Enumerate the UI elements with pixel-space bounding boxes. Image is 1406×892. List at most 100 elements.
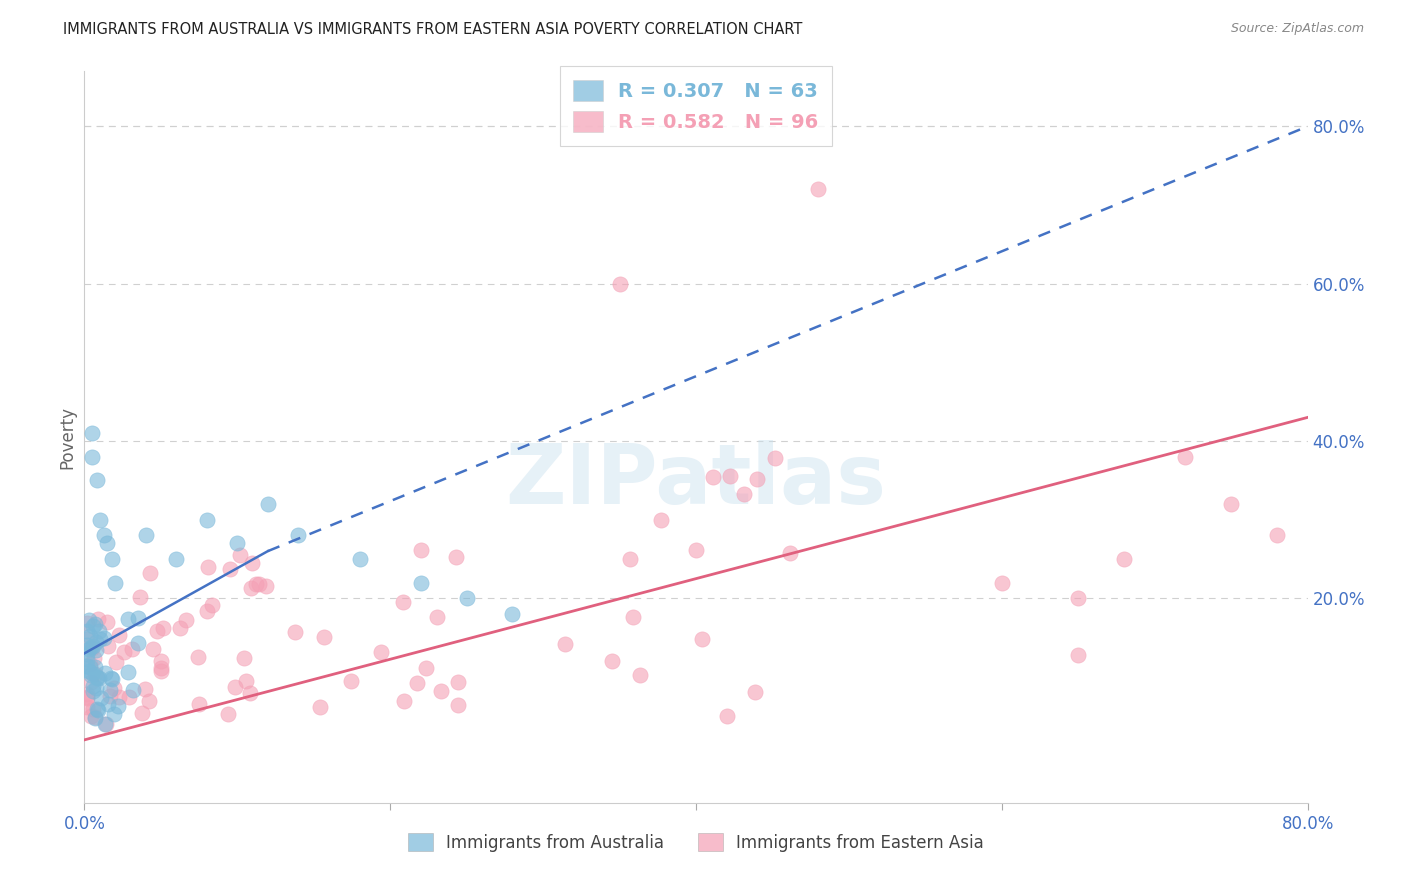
Point	[129, 590, 152, 604]
Point	[96, 536, 118, 550]
Point	[142, 641, 165, 656]
Point	[86, 473, 108, 487]
Point	[86, 702, 108, 716]
Point	[1114, 552, 1136, 566]
Point	[145, 624, 167, 639]
Point	[240, 556, 263, 570]
Point	[232, 650, 254, 665]
Point	[149, 661, 172, 675]
Point	[107, 690, 129, 704]
Point	[619, 551, 641, 566]
Text: Source: ZipAtlas.com: Source: ZipAtlas.com	[1230, 22, 1364, 36]
Point	[76, 638, 98, 652]
Point	[77, 613, 100, 627]
Point	[991, 575, 1014, 590]
Point	[621, 610, 644, 624]
Point	[101, 672, 124, 686]
Point	[444, 550, 467, 565]
Point	[98, 683, 121, 698]
Point	[121, 642, 143, 657]
Point	[84, 635, 107, 649]
Point	[187, 650, 209, 665]
Point	[139, 566, 162, 580]
Point	[685, 542, 707, 557]
Point	[118, 690, 141, 705]
Point	[107, 698, 129, 713]
Point	[94, 717, 117, 731]
Point	[82, 702, 104, 716]
Point	[135, 528, 157, 542]
Point	[394, 694, 416, 708]
Text: IMMIGRANTS FROM AUSTRALIA VS IMMIGRANTS FROM EASTERN ASIA POVERTY CORRELATION CH: IMMIGRANTS FROM AUSTRALIA VS IMMIGRANTS …	[63, 22, 803, 37]
Point	[201, 598, 224, 612]
Point	[628, 667, 651, 681]
Point	[226, 536, 249, 550]
Point	[80, 675, 103, 690]
Point	[84, 643, 107, 657]
Point	[650, 513, 672, 527]
Point	[80, 426, 103, 441]
Point	[502, 607, 524, 621]
Point	[405, 676, 427, 690]
Point	[217, 707, 239, 722]
Point	[77, 664, 100, 678]
Point	[93, 632, 115, 646]
Point	[370, 644, 392, 658]
Point	[409, 575, 432, 590]
Point	[76, 687, 98, 701]
Point	[239, 581, 262, 595]
Point	[763, 450, 786, 465]
Point	[82, 619, 104, 633]
Point	[76, 615, 98, 630]
Point	[79, 657, 101, 671]
Point	[127, 611, 149, 625]
Point	[103, 706, 125, 721]
Point	[554, 636, 576, 650]
Point	[195, 604, 218, 618]
Point	[94, 717, 117, 731]
Point	[245, 577, 267, 591]
Point	[84, 666, 107, 681]
Point	[1174, 450, 1197, 464]
Point	[690, 632, 713, 647]
Point	[165, 552, 187, 566]
Point	[82, 679, 104, 693]
Point	[83, 709, 105, 723]
Point	[718, 468, 741, 483]
Point	[779, 546, 801, 560]
Point	[430, 683, 453, 698]
Point	[93, 528, 115, 542]
Point	[218, 562, 240, 576]
Point	[79, 630, 101, 644]
Point	[716, 709, 738, 723]
Point	[76, 648, 98, 662]
Point	[309, 700, 332, 714]
Point	[117, 612, 139, 626]
Point	[127, 635, 149, 649]
Point	[84, 659, 107, 673]
Point	[84, 711, 107, 725]
Point	[149, 665, 172, 679]
Point	[86, 670, 108, 684]
Point	[807, 182, 830, 196]
Point	[744, 685, 766, 699]
Point	[97, 639, 120, 653]
Point	[169, 621, 191, 635]
Y-axis label: Poverty: Poverty	[58, 406, 76, 468]
Point	[86, 672, 108, 686]
Point	[108, 627, 131, 641]
Point	[447, 675, 470, 690]
Point	[84, 617, 107, 632]
Point	[103, 681, 125, 696]
Point	[76, 652, 98, 666]
Point	[187, 697, 209, 711]
Point	[76, 659, 98, 673]
Point	[131, 706, 153, 721]
Point	[224, 681, 246, 695]
Point	[134, 682, 156, 697]
Point	[1067, 591, 1090, 606]
Point	[82, 666, 104, 681]
Point	[76, 690, 98, 705]
Text: ZIPatlas: ZIPatlas	[506, 441, 886, 522]
Point	[287, 528, 309, 542]
